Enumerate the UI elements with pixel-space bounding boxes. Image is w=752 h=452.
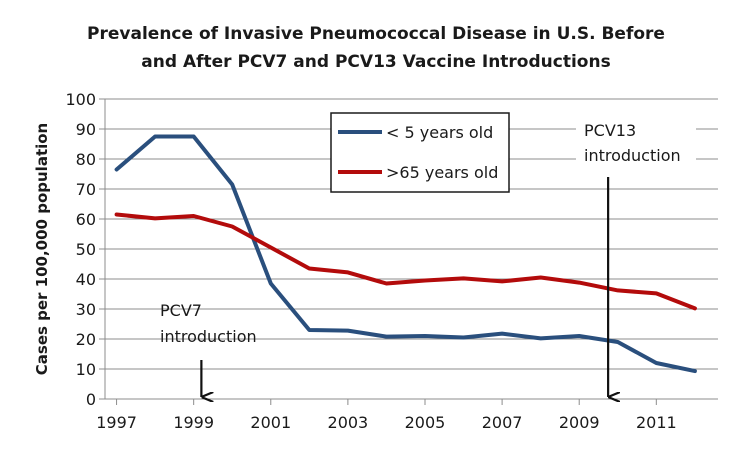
legend-label-under-5: < 5 years old — [386, 123, 493, 142]
x-tick-labels: 1997 1999 2001 2003 2005 2007 2009 2011 — [96, 399, 677, 432]
annotation-pcv13-line-1: PCV13 — [584, 121, 636, 140]
legend-label-over-65: >65 years old — [386, 163, 498, 182]
y-tick-label: 10 — [76, 360, 96, 379]
legend: < 5 years old >65 years old — [330, 112, 510, 193]
y-tick-label: 20 — [76, 330, 96, 349]
legend-box — [330, 112, 510, 193]
y-tick-label: 80 — [76, 150, 96, 169]
chart-title-line-1: Prevalence of Invasive Pneumococcal Dise… — [87, 24, 665, 44]
series-line-0 — [114, 134, 697, 374]
annotation-pcv13-background — [576, 116, 696, 168]
x-tick-label: 2007 — [482, 413, 523, 432]
x-tick-label: 1999 — [173, 413, 214, 432]
x-tick-label: 2009 — [559, 413, 600, 432]
x-tick-label: 2001 — [250, 413, 291, 432]
annotation-pcv13-line-2: introduction — [584, 146, 681, 165]
y-tick-labels: 0 10 20 30 40 50 60 70 80 90 100 — [65, 90, 105, 409]
y-axis-label: Cases per 100,000 population — [33, 123, 51, 375]
series-lines — [114, 134, 697, 374]
x-tick-label: 2011 — [636, 413, 677, 432]
y-tick-label: 30 — [76, 300, 96, 319]
x-tick-label: 2003 — [328, 413, 369, 432]
x-tick-label: 1997 — [96, 413, 137, 432]
y-tick-label: 100 — [65, 90, 96, 109]
series-line-1 — [114, 212, 697, 311]
y-tick-label: 40 — [76, 270, 96, 289]
chart-title-line-2: and After PCV7 and PCV13 Vaccine Introdu… — [141, 52, 610, 72]
y-tick-label: 90 — [76, 120, 96, 139]
y-tick-label: 0 — [86, 390, 96, 409]
x-tick-label: 2005 — [405, 413, 446, 432]
y-tick-label: 60 — [76, 210, 96, 229]
annotation-pcv7: PCV7 introduction — [160, 301, 257, 397]
y-tick-label: 50 — [76, 240, 96, 259]
y-tick-label: 70 — [76, 180, 96, 199]
annotation-pcv13: PCV13 introduction — [576, 116, 696, 397]
annotation-pcv7-line-2: introduction — [160, 327, 257, 346]
annotation-pcv7-line-1: PCV7 — [160, 301, 202, 320]
